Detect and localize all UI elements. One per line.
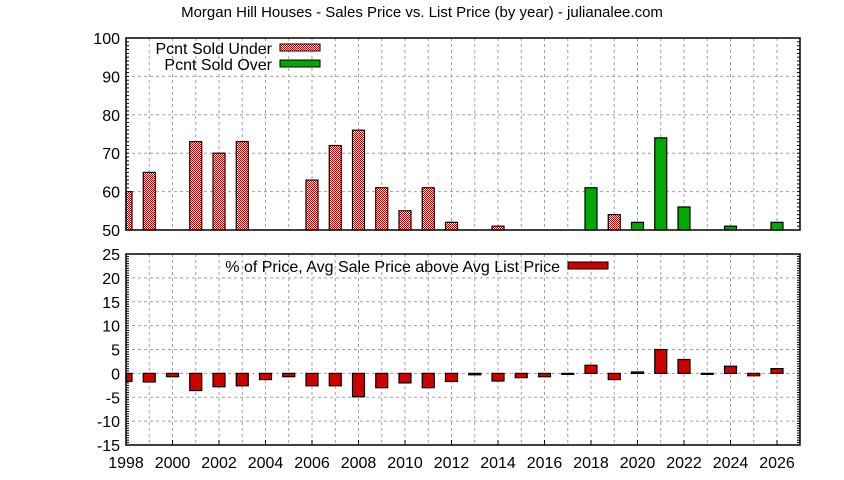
- bar-2012: [444, 221, 459, 231]
- bar-2003: [235, 372, 249, 387]
- x-tick-label: 2016: [527, 455, 563, 472]
- bar-2005: [282, 372, 296, 378]
- bar-2012: [444, 372, 459, 383]
- bar-2008: [351, 129, 366, 231]
- bar-2003: [235, 141, 249, 231]
- bar-2014: [491, 372, 505, 382]
- bar-2002: [212, 152, 226, 231]
- y-tick-label: -10: [97, 414, 120, 431]
- bar-2015: [514, 372, 528, 379]
- y-tick-label: 70: [102, 146, 120, 163]
- x-tick-label: 2002: [201, 455, 237, 472]
- bar-2020: [630, 371, 645, 374]
- bottom-plot-pct-above-list: -15 -10 -5 0 5 10 15 20 25 % of Price, Avg Sale P…: [97, 247, 801, 472]
- legend-swatch: [279, 59, 321, 68]
- bar-2006: [305, 372, 319, 387]
- bar-2021: [654, 137, 668, 231]
- bar-2000: [165, 372, 180, 378]
- x-tick-label: 2024: [713, 455, 749, 472]
- bar-1998: [125, 191, 133, 231]
- bar-2009: [375, 187, 389, 231]
- bar-2010: [398, 372, 412, 384]
- y-tick-label: 15: [102, 295, 120, 312]
- y-tick-label: 5: [111, 343, 120, 360]
- bar-2019: [607, 372, 621, 381]
- bar-2006: [305, 179, 319, 231]
- bar-2023: [700, 372, 714, 375]
- bar-2011: [421, 372, 435, 389]
- y-tick-label: 0: [111, 366, 120, 383]
- y-tick-label: 10: [102, 319, 120, 336]
- x-tick-label: 2012: [434, 455, 470, 472]
- x-tick-label: 2018: [573, 455, 609, 472]
- bar-2013: [468, 372, 482, 376]
- bar-2025: [747, 372, 761, 377]
- legend-label: Pcnt Sold Over: [164, 57, 272, 74]
- plot-frame: [125, 37, 801, 231]
- bar-1999: [142, 171, 156, 231]
- bar-2026: [770, 221, 784, 231]
- bar-2018: [584, 364, 598, 374]
- x-tick-label: 2004: [248, 455, 284, 472]
- bar-2001: [189, 372, 203, 392]
- x-tick-label: 2008: [341, 455, 377, 472]
- bar-2018: [584, 187, 598, 231]
- bar-2016: [537, 372, 552, 378]
- x-tick-label: 2010: [387, 455, 423, 472]
- legend-label: Pcnt Sold Under: [155, 41, 272, 58]
- x-tick-label: 2000: [155, 455, 191, 472]
- bar-2020: [630, 221, 645, 231]
- y-tick-label: 100: [93, 31, 120, 48]
- bar-2002: [212, 372, 226, 388]
- bar-2022: [677, 358, 691, 374]
- y-tick-label: 60: [102, 185, 120, 202]
- bar-2017: [561, 372, 575, 375]
- y-tick-label: 90: [102, 69, 120, 86]
- bar-2024: [723, 365, 738, 374]
- bar-2022: [677, 206, 691, 231]
- x-tick-label: 2020: [620, 455, 656, 472]
- plot-frame: [125, 253, 801, 446]
- legend-swatch: [279, 43, 321, 52]
- bar-1998: [125, 372, 133, 383]
- bar-2007: [328, 372, 342, 387]
- bar-2026: [770, 368, 784, 374]
- x-tick-label: 2026: [759, 455, 795, 472]
- chart-title: Morgan Hill Houses - Sales Price vs. Lis…: [181, 4, 663, 21]
- bar-2008: [351, 372, 366, 398]
- bar-2009: [375, 372, 389, 389]
- y-tick-label: 80: [102, 108, 120, 125]
- bar-2007: [328, 144, 342, 231]
- bar-2001: [189, 141, 203, 231]
- legend-swatch: [567, 261, 609, 270]
- bar-2021: [654, 348, 668, 374]
- bar-2019: [607, 214, 621, 231]
- y-tick-label: 50: [102, 223, 120, 240]
- x-tick-label: 2022: [666, 455, 702, 472]
- y-tick-label: -15: [97, 438, 120, 455]
- y-tick-label: -5: [106, 390, 120, 407]
- bar-2011: [421, 187, 435, 231]
- legend-label: % of Price, Avg Sale Price above Avg Lis…: [225, 259, 560, 276]
- x-tick-label: 1998: [108, 455, 144, 472]
- bar-2010: [398, 210, 412, 231]
- y-tick-label: 20: [102, 271, 120, 288]
- x-tick-label: 2006: [294, 455, 330, 472]
- bar-1999: [142, 372, 156, 383]
- bar-2004: [258, 372, 273, 381]
- x-tick-label: 2014: [480, 455, 516, 472]
- y-tick-label: 25: [102, 247, 120, 264]
